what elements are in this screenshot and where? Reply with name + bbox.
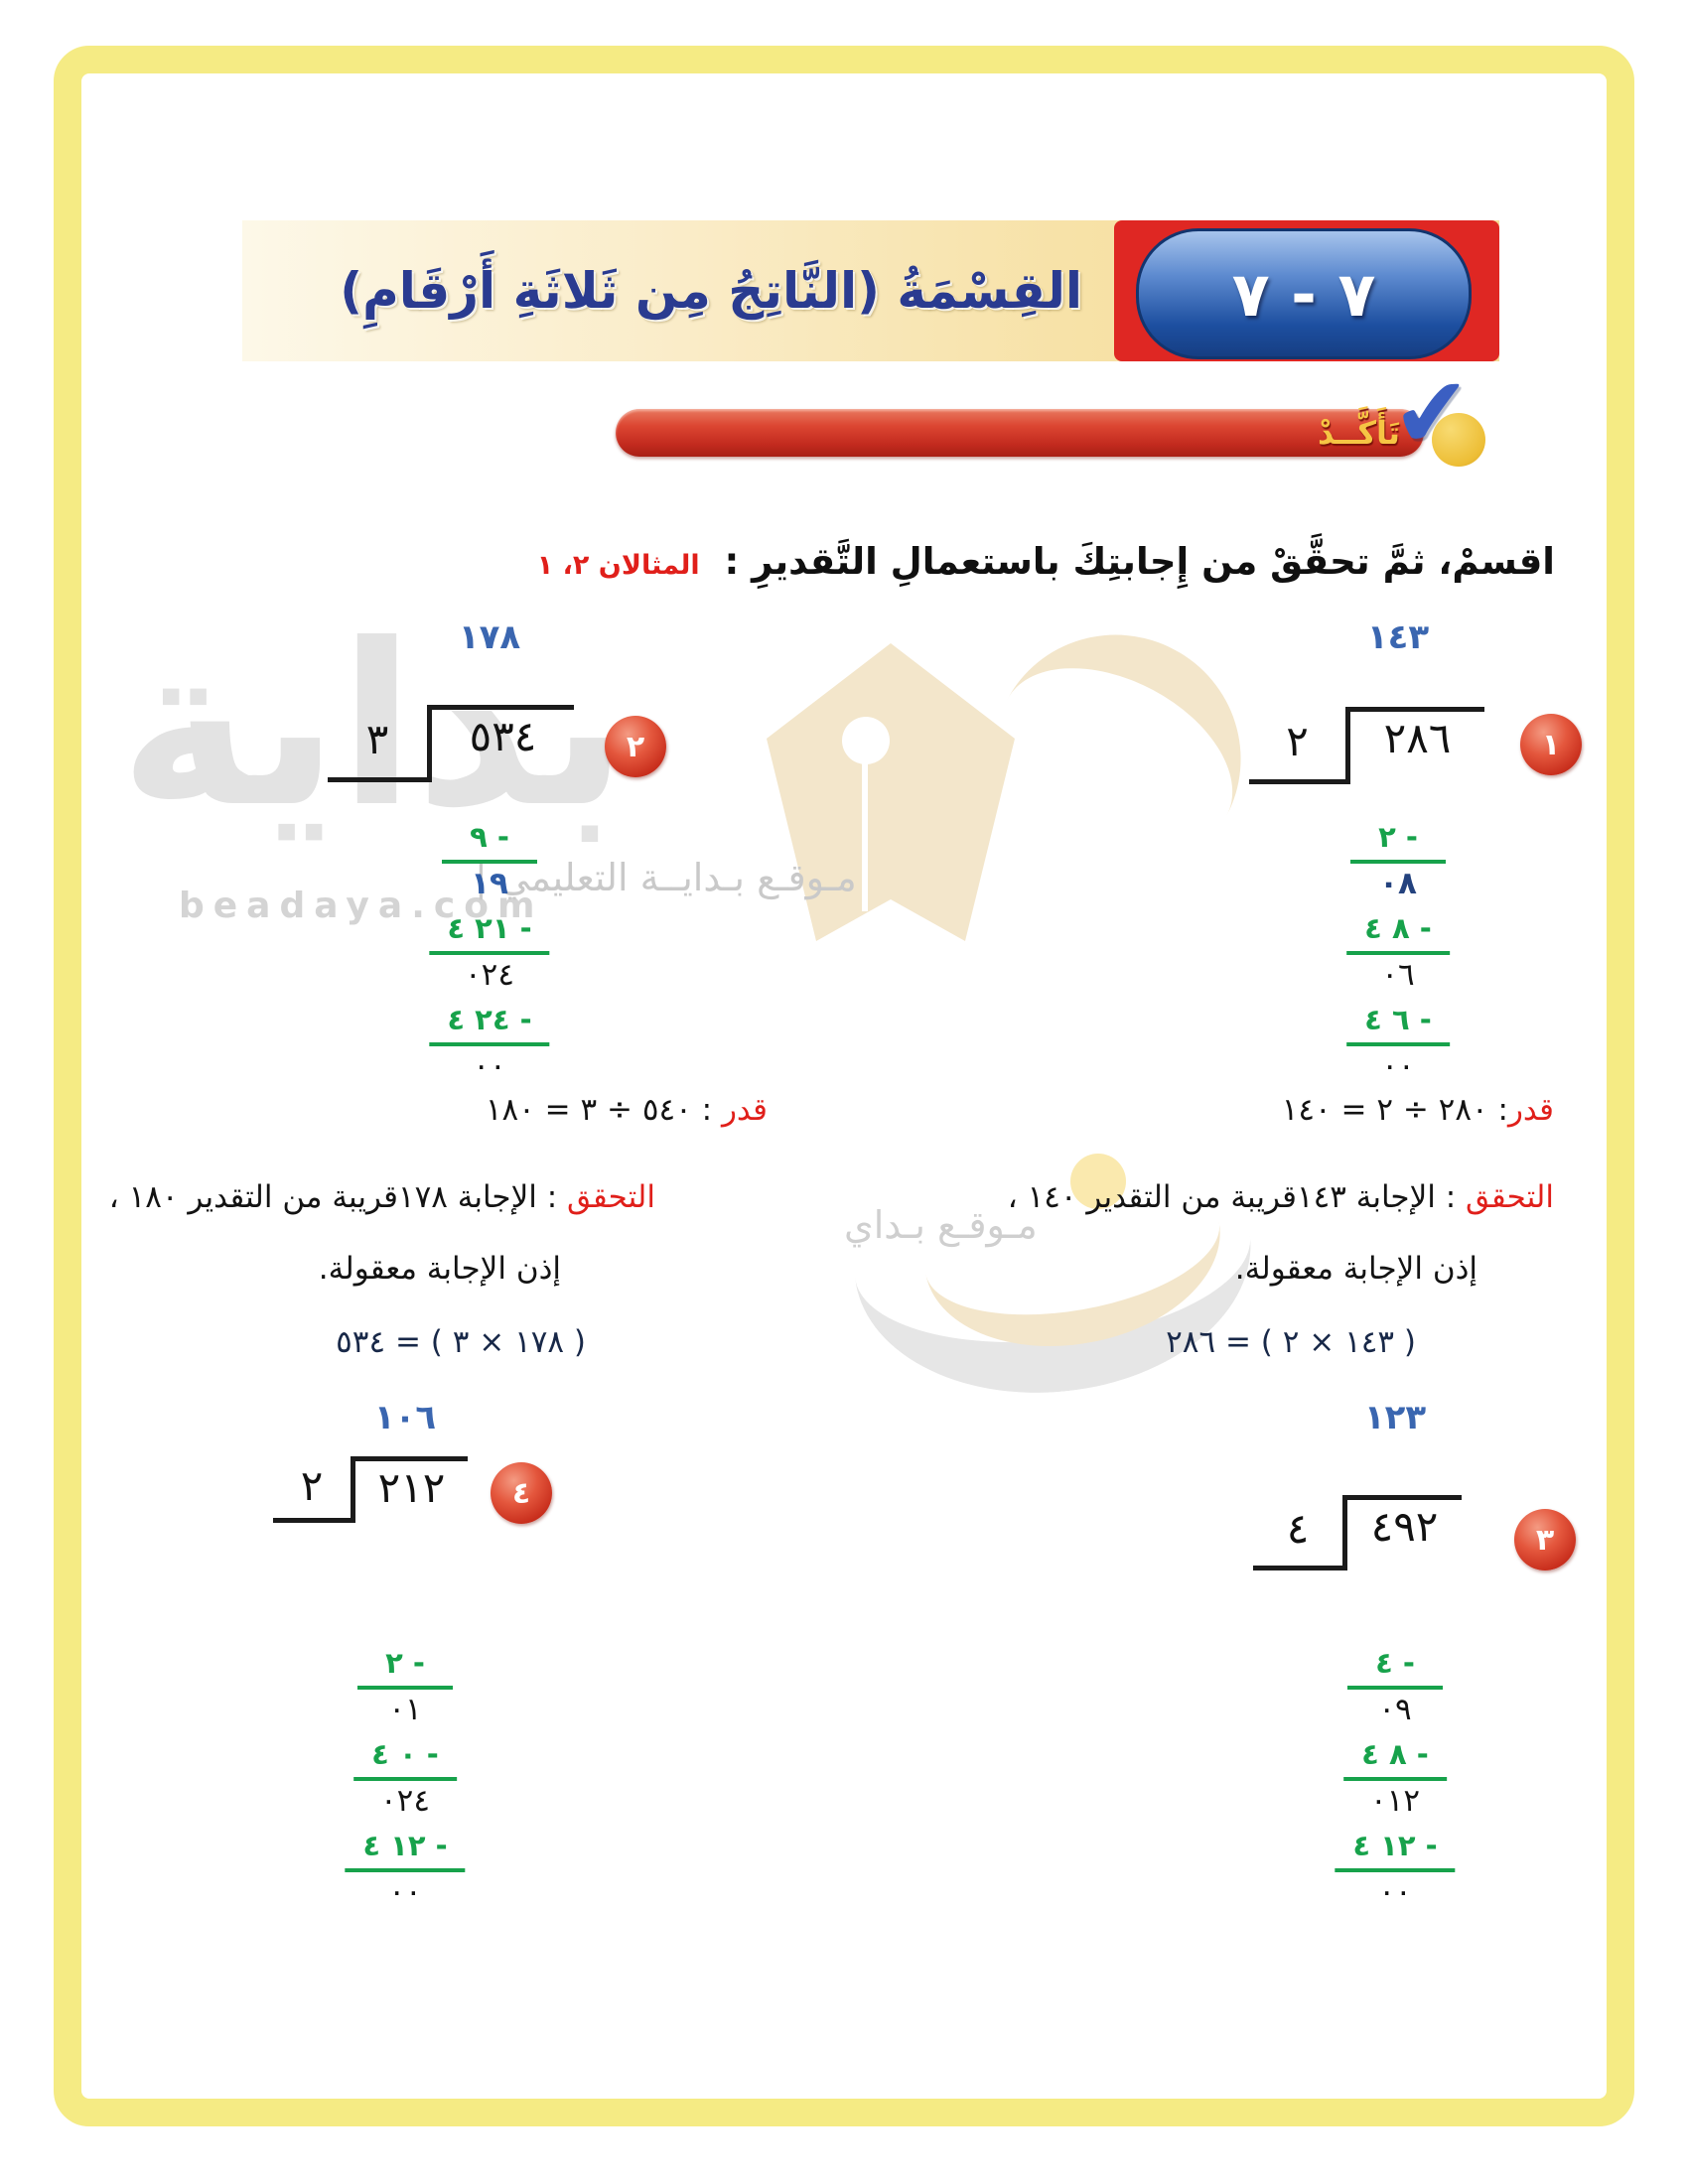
division-work: - ٢ ٠٨ - ٨ ٤ ٠٦ - ٦ ٤ ٠٠ xyxy=(1294,820,1502,1098)
work-step: - ٤ xyxy=(1347,1646,1443,1690)
lesson-number-block: ٧ - ٧ xyxy=(1114,220,1499,361)
work-step: ٠١٢ xyxy=(1370,1783,1420,1819)
problem-number-badge: ٣ xyxy=(1514,1509,1576,1570)
work-step: - ٢٤ ٤ xyxy=(429,1003,550,1046)
quotient-value: ١٢٣ xyxy=(1363,1398,1427,1437)
divisor-value: ٢ xyxy=(273,1456,351,1523)
work-step: - ٢ xyxy=(1350,820,1446,864)
problem-number-badge: ٤ xyxy=(491,1462,552,1524)
work-step: - ٢ xyxy=(357,1646,453,1690)
quotient-value: ١٠٦ xyxy=(373,1398,437,1437)
work-step: ٠٠ xyxy=(1378,1874,1412,1910)
verification-equation: ( ١٧٨ × ٣ ) = ٥٣٤ xyxy=(336,1324,586,1360)
division-bracket: ٤ ٤٩٢ xyxy=(1253,1495,1462,1570)
quotient-value: ١٤٣ xyxy=(1366,617,1430,657)
lesson-banner: القِسْمَةُ (النَّاتِجُ مِن ثَلاثَةِ أَرْ… xyxy=(242,220,1499,361)
work-step: ٠٢٤ xyxy=(380,1783,430,1819)
divisor-value: ٢ xyxy=(1249,707,1345,784)
check-line: التحقق : الإجابة ١٤٣قريبة من التقدير ١٤٠… xyxy=(1008,1179,1554,1215)
check-line: التحقق : الإجابة ١٧٨قريبة من التقدير ١٨٠… xyxy=(109,1179,655,1215)
check-value: : الإجابة ١٧٨قريبة من التقدير ١٨٠ ، xyxy=(108,1179,568,1215)
ribbon-label: تَأَكَّــدْ xyxy=(1318,414,1400,452)
lesson-number-badge: ٧ - ٧ xyxy=(1136,228,1472,359)
pen-nib-slit xyxy=(862,762,868,911)
watermark-domain: beadaya.com xyxy=(179,886,544,926)
division-work: - ٩ ١٩ - ٢١ ٤ ٠٢٤ - ٢٤ ٤ ٠٠ xyxy=(385,820,594,1098)
lesson-title: القِسْمَةُ (النَّاتِجُ مِن ثَلاثَةِ أَرْ… xyxy=(340,262,1082,320)
work-step: ٠٠ xyxy=(473,1048,506,1084)
watermark-dot xyxy=(1070,1154,1126,1209)
check-icon-mark: ✔ xyxy=(1388,354,1477,472)
division-bracket: ٢ ٢٨٦ xyxy=(1249,707,1484,784)
check-value: : الإجابة ١٤٣قريبة من التقدير ١٤٠ ، xyxy=(1007,1179,1467,1215)
work-step: ٠٨ xyxy=(1379,866,1417,901)
verification-equation: ( ١٤٣ × ٢ ) = ٢٨٦ xyxy=(1166,1324,1416,1360)
dividend-value: ٢١٢ xyxy=(351,1456,468,1523)
division-bracket: ٢ ٢١٢ xyxy=(273,1456,468,1523)
work-step: ٠٠ xyxy=(1381,1048,1415,1084)
work-step: - ٨ ٤ xyxy=(1343,1737,1447,1781)
divisor-value: ٣ xyxy=(328,705,427,782)
check-label: التحقق xyxy=(1466,1179,1554,1215)
dividend-value: ٤٩٢ xyxy=(1342,1495,1462,1570)
division-work: - ٢ ٠١ - ٠ ٤ ٠٢٤ - ١٢ ٤ ٠٠ xyxy=(301,1646,509,1924)
check-icon-circle xyxy=(1432,413,1485,467)
check-label: التحقق xyxy=(567,1179,655,1215)
work-step: - ٠ ٤ xyxy=(353,1737,457,1781)
work-step: - ١٢ ٤ xyxy=(345,1829,466,1872)
work-step: ٠٦ xyxy=(1381,957,1415,993)
problem-number-badge: ٢ xyxy=(605,716,666,777)
work-step: - ١٢ ٤ xyxy=(1335,1829,1456,1872)
division-work: - ٤ ٠٩ - ٨ ٤ ٠١٢ - ١٢ ٤ ٠٠ xyxy=(1291,1646,1499,1924)
conclusion-line: إذن الإجابة معقولة. xyxy=(318,1251,561,1287)
work-step: ٠٩ xyxy=(1378,1692,1412,1727)
watermark-brand: بداية xyxy=(119,597,629,857)
page-border xyxy=(54,46,1634,2126)
watermark-site-text: مـوقـع بـدايــة التعليمي | xyxy=(475,856,857,899)
taakkad-ribbon: تَأَكَّــدْ xyxy=(616,409,1424,457)
work-step: ٠٢٤ xyxy=(465,957,514,993)
divisor-value: ٤ xyxy=(1253,1495,1342,1570)
estimate-label: قدر xyxy=(1507,1092,1554,1128)
problem-number-badge: ١ xyxy=(1520,714,1582,775)
division-bracket: ٣ ٥٣٤ xyxy=(328,705,574,782)
work-step: - ٦ ٤ xyxy=(1346,1003,1450,1046)
work-step: ٠٠ xyxy=(388,1874,422,1910)
watermark-site-text: مـوقـع بـداي xyxy=(844,1203,1038,1247)
work-step: - ٢١ ٤ xyxy=(429,911,550,955)
estimate-value: : ٢٨٠ ÷ ٢ = ١٤٠ xyxy=(1281,1092,1508,1128)
work-step: ١٩ xyxy=(471,866,508,901)
work-step: - ٩ xyxy=(442,820,537,864)
estimate-label: قدر xyxy=(721,1092,768,1128)
work-step: ٠١ xyxy=(388,1692,422,1727)
dividend-value: ٥٣٤ xyxy=(427,705,574,782)
pen-nib-hole xyxy=(842,717,890,764)
quotient-value: ١٧٨ xyxy=(458,617,521,657)
work-step: - ٨ ٤ xyxy=(1346,911,1450,955)
check-icon: ✔ xyxy=(1388,354,1531,494)
conclusion-line: إذن الإجابة معقولة. xyxy=(1234,1251,1477,1287)
dividend-value: ٢٨٦ xyxy=(1345,707,1484,784)
estimate-line: قدر : ٥٤٠ ÷ ٣ = ١٨٠ xyxy=(486,1092,768,1128)
estimate-value: : ٥٤٠ ÷ ٣ = ١٨٠ xyxy=(485,1092,722,1128)
examples-reference: المثالان ٢، ١ xyxy=(536,550,700,581)
instruction-text: اقسمْ، ثمَّ تحقَّقْ من إِجابتِكَ باستعما… xyxy=(537,540,1555,583)
estimate-line: قدر: ٢٨٠ ÷ ٢ = ١٤٠ xyxy=(1282,1092,1554,1128)
instruction-main: اقسمْ، ثمَّ تحقَّقْ من إِجابتِكَ باستعما… xyxy=(724,540,1556,583)
